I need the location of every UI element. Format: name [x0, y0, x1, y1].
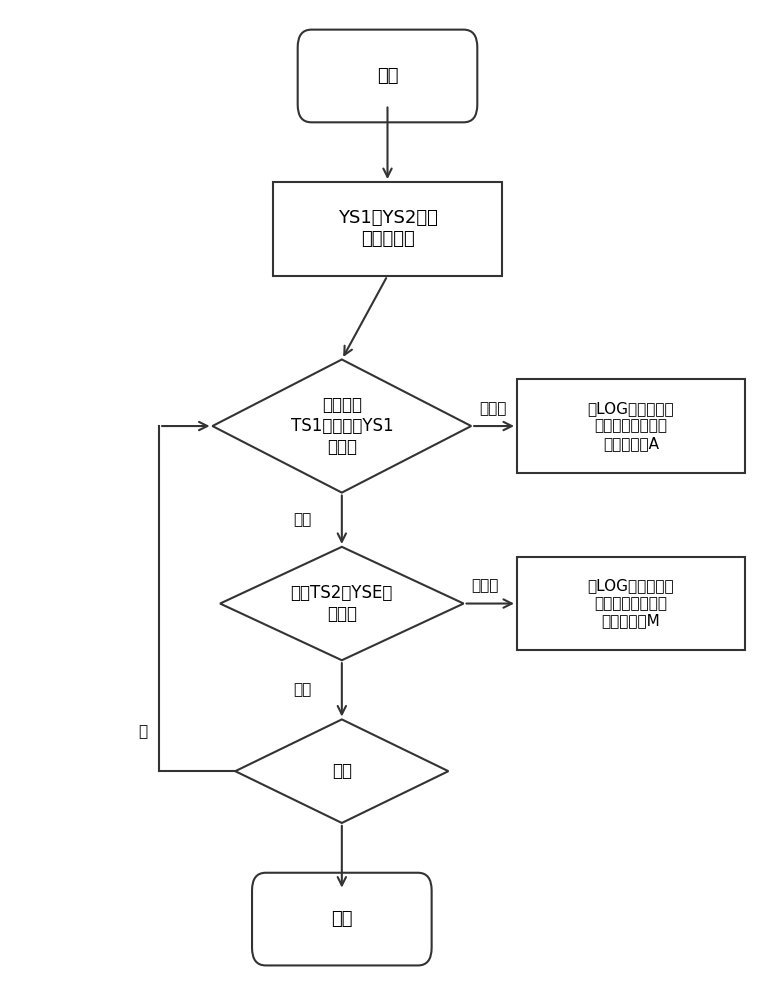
FancyBboxPatch shape — [274, 182, 501, 276]
Text: 开始: 开始 — [377, 67, 398, 85]
Text: 在LOG文件中记录
该条记录业务主键
值并标识位M: 在LOG文件中记录 该条记录业务主键 值并标识位M — [587, 579, 674, 628]
Text: YS1和YS2字符
串数组排序: YS1和YS2字符 串数组排序 — [338, 209, 437, 248]
FancyBboxPatch shape — [298, 30, 477, 122]
Text: 逐条取出
TS1中数据在YS1
中查找: 逐条取出 TS1中数据在YS1 中查找 — [291, 396, 393, 456]
FancyBboxPatch shape — [517, 557, 746, 650]
Text: 在LOG文件中记录
该条记录业务主键
值并标识位A: 在LOG文件中记录 该条记录业务主键 值并标识位A — [587, 401, 674, 451]
Text: 比较TS2与YSE是
否相同: 比较TS2与YSE是 否相同 — [291, 584, 393, 623]
Polygon shape — [236, 719, 449, 823]
Text: 不存在: 不存在 — [479, 401, 506, 416]
FancyBboxPatch shape — [252, 873, 432, 965]
Polygon shape — [220, 547, 463, 660]
Text: 存在: 存在 — [293, 512, 312, 527]
Text: 否: 否 — [139, 724, 148, 739]
Text: 结束: 结束 — [331, 910, 353, 928]
FancyBboxPatch shape — [517, 379, 746, 473]
Text: 不相同: 不相同 — [471, 578, 498, 593]
Polygon shape — [212, 359, 471, 493]
Text: 相同: 相同 — [332, 762, 352, 780]
Text: 存在: 存在 — [293, 682, 312, 697]
